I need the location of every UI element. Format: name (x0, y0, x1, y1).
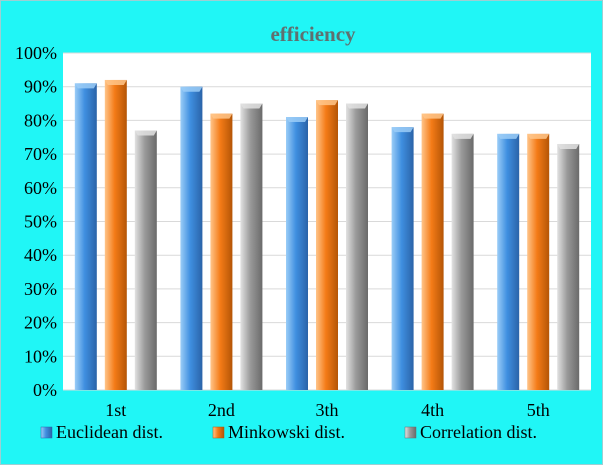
y-tick-label: 50% (24, 212, 57, 232)
legend-item: Euclidean dist. (40, 422, 163, 442)
bar-bevel (421, 113, 444, 119)
y-tick-label: 100% (15, 43, 57, 63)
bar (210, 113, 233, 390)
bar (286, 117, 308, 390)
x-axis: 1st 2nd 3th 4th 5th (105, 400, 549, 420)
bar-bevel (346, 103, 368, 109)
legend-marker (212, 426, 225, 439)
y-tick-label: 30% (24, 279, 57, 299)
bar (316, 100, 338, 391)
bar-body (421, 113, 444, 390)
x-tick-label: 1st (105, 400, 126, 420)
legend-item: Minkowski dist. (212, 422, 345, 442)
bar-body (451, 133, 474, 390)
bar-body (391, 127, 414, 390)
bar-body (527, 133, 550, 390)
bar (346, 103, 368, 391)
bar-body (557, 143, 580, 390)
chart-title: efficiency (270, 22, 356, 46)
bar (527, 133, 550, 390)
y-tick-label: 40% (24, 245, 57, 265)
x-tick-label: 2nd (208, 400, 235, 420)
bar-body (74, 83, 97, 390)
bar-body (497, 133, 520, 390)
bar (74, 83, 97, 390)
y-axis: 0% 10% 20% 30% 40% 50% 60% 70% 80% 90% 100% (15, 43, 57, 400)
bar-bevel (391, 127, 414, 133)
y-tick-label: 0% (33, 380, 57, 400)
bar-body (346, 103, 368, 391)
bar-bevel (134, 130, 157, 136)
legend-label: Minkowski dist. (228, 422, 345, 442)
bar-body (240, 103, 263, 391)
bar (134, 130, 157, 390)
bar-body (286, 117, 308, 390)
bar-bevel (451, 133, 474, 139)
bar-body (180, 86, 203, 390)
bar-bevel (180, 86, 203, 92)
bar-bevel (497, 133, 520, 139)
bar (240, 103, 263, 391)
bar (391, 127, 414, 390)
legend-item: Correlation dist. (404, 422, 537, 442)
x-tick-label: 3th (315, 400, 338, 420)
bar-body (134, 130, 157, 390)
bar-bevel (557, 143, 580, 149)
bar (497, 133, 520, 390)
bar-bevel (210, 113, 233, 119)
y-tick-label: 70% (24, 144, 57, 164)
bar-bevel (527, 133, 550, 139)
bar-body (316, 100, 338, 391)
bars (74, 79, 580, 391)
bar-bevel (74, 83, 97, 89)
bar-body (210, 113, 233, 390)
bar (180, 86, 203, 390)
bar-bevel (104, 79, 127, 85)
bar-bevel (316, 100, 338, 106)
bar-bevel (286, 117, 308, 123)
y-tick-label: 10% (24, 346, 57, 366)
legend-label: Correlation dist. (420, 422, 537, 442)
bar-bevel (240, 103, 263, 109)
legend-marker (40, 426, 53, 439)
y-tick-label: 90% (24, 77, 57, 97)
legend: Euclidean dist. Minkowski dist. Correlatio… (40, 422, 537, 442)
legend-label: Euclidean dist. (56, 422, 163, 442)
legend-marker (404, 426, 417, 439)
bar-body (104, 79, 127, 391)
y-tick-label: 20% (24, 313, 57, 333)
x-tick-label: 5th (527, 400, 550, 420)
bar (451, 133, 474, 390)
bar (104, 79, 127, 391)
y-tick-label: 80% (24, 110, 57, 130)
y-tick-label: 60% (24, 178, 57, 198)
bar (421, 113, 444, 390)
bar (557, 143, 580, 390)
x-tick-label: 4th (421, 400, 444, 420)
